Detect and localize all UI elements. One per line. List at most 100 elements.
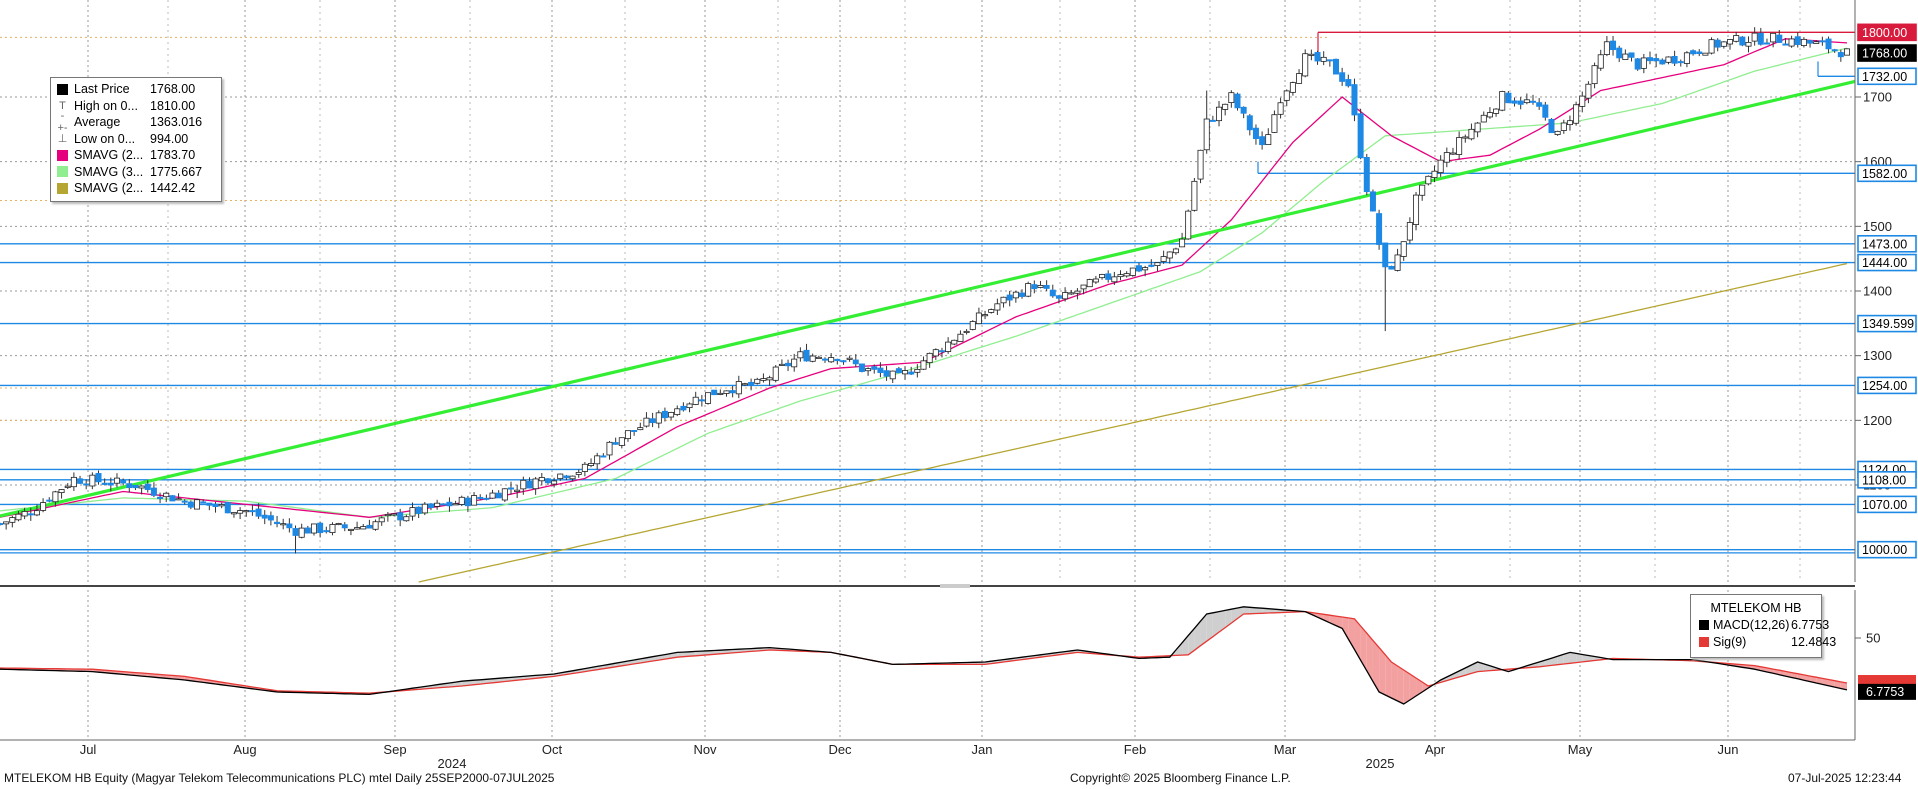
candle-body [1807,40,1814,44]
candle-body [1185,210,1192,240]
candle-body [1062,292,1069,300]
candle-body [624,430,631,440]
macd-value-tag-label: 6.7753 [1866,685,1904,699]
sma-long-series [418,262,1848,583]
candle-body [994,303,1001,311]
candle-body [1683,52,1690,64]
macd-histogram-fill [1360,626,1367,671]
candle-body [938,350,945,353]
candle-body [1640,57,1647,69]
sig-value: 12.4843 [1791,635,1837,649]
candle-body [1296,73,1303,84]
candle-body [1394,254,1401,271]
candle-body [107,482,114,486]
candle-body [1603,41,1610,55]
candle-body [600,455,607,458]
macd-histogram-fill [683,651,690,657]
candle-body [120,480,127,484]
legend-item-name: SMAVG (3... [74,164,144,179]
legend-item-value: 1775.667 [150,164,203,179]
candle-body [33,510,40,516]
candle-body [1302,53,1309,77]
candle-body [828,357,835,363]
macd-histogram-fill [1551,656,1558,666]
macd-histogram-fill [1366,633,1373,682]
candle-body [323,530,330,533]
candle-body [963,330,970,333]
candle-body [1191,180,1198,211]
macd-histogram-fill [1219,610,1226,633]
candle-body [1099,274,1106,279]
candle-body [544,478,551,484]
price-legend: Last Price 1768.00 T High on 0... 1810.00 -+-… [50,77,222,202]
legend-glyph-icon: T [59,99,66,112]
candle-body [1517,100,1524,105]
candle-body [908,371,915,375]
candle-body [138,485,145,489]
candle-body [785,362,792,367]
footer-security: MTELEKOM HB Equity (Magyar Telekom Telec… [4,771,555,785]
level-tags: 1800.00 1768.00 1732.00 1582.00 1473.00 1444.… [1857,23,1917,559]
candle-body [581,463,588,472]
x-month-label: Mar [1274,742,1297,757]
candle-body [329,524,336,533]
candle-body [1332,58,1339,75]
x-month-label: Feb [1124,742,1146,757]
candle-body [846,357,853,360]
candle-body [1560,122,1567,131]
candle-body [206,502,213,506]
candle-body [1172,248,1179,254]
candle-body [1788,38,1795,47]
sma-long-line [418,262,1848,583]
candle-body [766,377,773,381]
candle-body [1234,93,1241,109]
candle-body [631,429,638,432]
candle-body [1240,106,1247,114]
macd-histogram-fill [1385,654,1392,698]
candle-body [1727,39,1734,45]
candle-body [1400,241,1407,257]
candle-body [1376,213,1383,245]
price-tick-label: 1500 [1863,219,1892,234]
candle-body [310,523,317,534]
candle-body [1154,262,1161,266]
candle-body [237,510,244,514]
candle-body [538,477,545,482]
candle-body [255,508,262,517]
legend-item-name: Average [74,115,121,129]
legend-item-name: High on 0... [74,98,138,113]
candle-body [1012,291,1019,299]
candle-body [723,390,730,394]
candle-body [1326,59,1333,62]
candle-body [1714,39,1721,48]
x-month-label: Aug [233,742,256,757]
candle-body [1837,52,1844,58]
candle-body [1413,194,1420,225]
level-tag [1857,253,1917,272]
legend-item: ⊥ Low on 0... 994.00 [57,131,220,147]
candle-body [1148,264,1155,267]
candle-body [341,524,348,529]
legend-item-name: Low on 0... [74,131,136,146]
candle-body [126,483,133,489]
candle-body [1542,104,1549,118]
candle-body [1406,222,1413,241]
candle-body [926,352,933,364]
candle-body [1259,136,1266,146]
candle-body [1252,127,1259,140]
candle-body [1530,100,1537,103]
price-axis: 1100120013001400150016001700 [1854,0,1892,582]
candle-body [1437,159,1444,173]
candle-body [304,527,311,534]
macd-histogram-fill [701,650,709,656]
level-tag-label: 1108.00 [1862,473,1906,487]
legend-item-name: SMAVG (2... [74,148,144,162]
level-tag-label: 1000.00 [1862,543,1907,557]
legend-item-value: 1363.016 [150,115,203,129]
candle-body [637,427,644,431]
candle-body [957,333,964,342]
candle-body [261,514,268,519]
macd-histogram-fill [1249,607,1256,614]
candle-body [1579,95,1586,107]
candle-body [1536,102,1543,107]
